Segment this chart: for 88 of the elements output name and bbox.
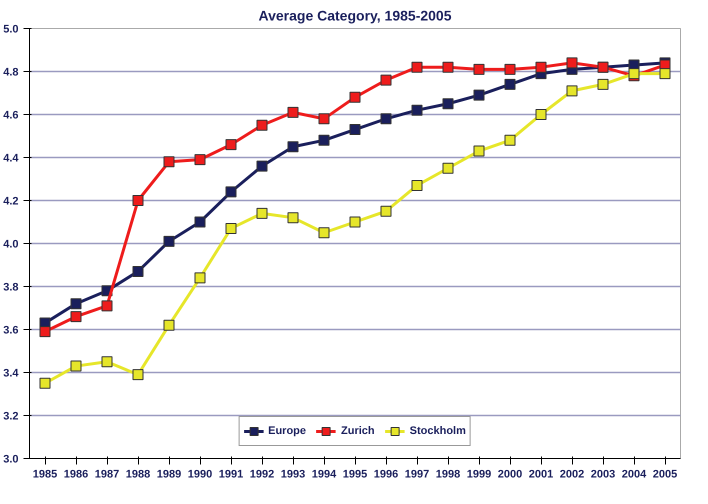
point (40, 326, 50, 338)
point (318, 113, 330, 124)
point (566, 85, 578, 96)
point (194, 154, 206, 166)
point (256, 208, 268, 219)
x-tick-label: 1999 (466, 468, 492, 480)
point (318, 134, 330, 146)
point (70, 311, 82, 322)
point (598, 78, 608, 90)
x-tick-label: 1986 (64, 468, 88, 480)
point (164, 320, 174, 331)
point (194, 272, 206, 284)
point (536, 109, 546, 120)
point (40, 378, 50, 389)
point (164, 236, 174, 247)
point (380, 113, 392, 124)
point (132, 369, 144, 380)
x-tick-label: 2001 (528, 468, 554, 480)
y-tick-label: 4.4 (3, 152, 20, 164)
point (504, 134, 516, 146)
point (566, 57, 578, 68)
legend-label: Stockholm (410, 425, 466, 437)
point (660, 68, 670, 80)
y-tick-label: 4.6 (3, 110, 19, 122)
point (474, 64, 484, 75)
point (288, 212, 298, 224)
point (132, 266, 144, 277)
point (70, 298, 82, 310)
y-tick-label: 5.0 (3, 24, 19, 36)
point (412, 104, 422, 116)
x-tick-label: 1988 (126, 468, 150, 480)
point (350, 92, 360, 103)
point (380, 206, 392, 217)
x-tick-label: 2003 (590, 468, 616, 480)
x-tick-label: 1992 (250, 468, 274, 480)
y-tick-label: 4.2 (3, 196, 19, 208)
point (412, 180, 422, 191)
point (350, 124, 360, 136)
point (226, 186, 236, 198)
point (194, 216, 206, 228)
point (412, 62, 422, 73)
point (442, 162, 454, 174)
point (256, 120, 268, 131)
x-tick-label: 1998 (436, 468, 460, 480)
point (164, 156, 174, 168)
chart-title: Average Category, 1985-2005 (258, 8, 452, 24)
x-tick-label: 1991 (218, 468, 244, 480)
point (536, 62, 546, 73)
legend-label: Europe (268, 425, 306, 437)
y-tick-label: 3.8 (3, 282, 19, 294)
x-tick-label: 1985 (32, 468, 58, 480)
x-tick-label: 1996 (374, 468, 398, 480)
point (226, 222, 236, 234)
point (442, 98, 454, 110)
y-tick-label: 3.2 (3, 410, 19, 422)
legend-label: Zurich (341, 425, 375, 437)
point (474, 146, 484, 157)
x-tick-label: 1997 (404, 468, 430, 480)
point (102, 300, 112, 312)
point (70, 360, 82, 372)
y-tick-label: 4.0 (3, 238, 19, 250)
point (380, 74, 392, 86)
point (504, 78, 516, 90)
point (318, 227, 330, 238)
point (288, 106, 298, 118)
point (132, 195, 144, 206)
x-tick-label: 2002 (560, 468, 584, 480)
x-tick-label: 2005 (652, 468, 678, 480)
x-tick-label: 1990 (188, 468, 212, 480)
x-tick-label: 2004 (622, 468, 648, 480)
point (226, 139, 236, 150)
y-tick-label: 3.4 (3, 368, 20, 380)
x-tick-label: 1987 (94, 468, 120, 480)
x-tick-label: 1993 (280, 468, 306, 480)
x-tick-label: 1994 (312, 468, 338, 480)
point (288, 141, 298, 152)
y-tick-label: 3.0 (3, 454, 19, 466)
point (102, 356, 112, 368)
point (504, 64, 516, 75)
x-tick-label: 1995 (342, 468, 368, 480)
point (350, 216, 360, 228)
x-tick-label: 1989 (156, 468, 182, 480)
point (474, 90, 484, 101)
y-tick-label: 4.8 (3, 66, 19, 78)
point (442, 62, 454, 73)
x-tick-label: 2000 (498, 468, 522, 480)
y-tick-label: 3.6 (3, 324, 19, 336)
point (256, 160, 268, 172)
